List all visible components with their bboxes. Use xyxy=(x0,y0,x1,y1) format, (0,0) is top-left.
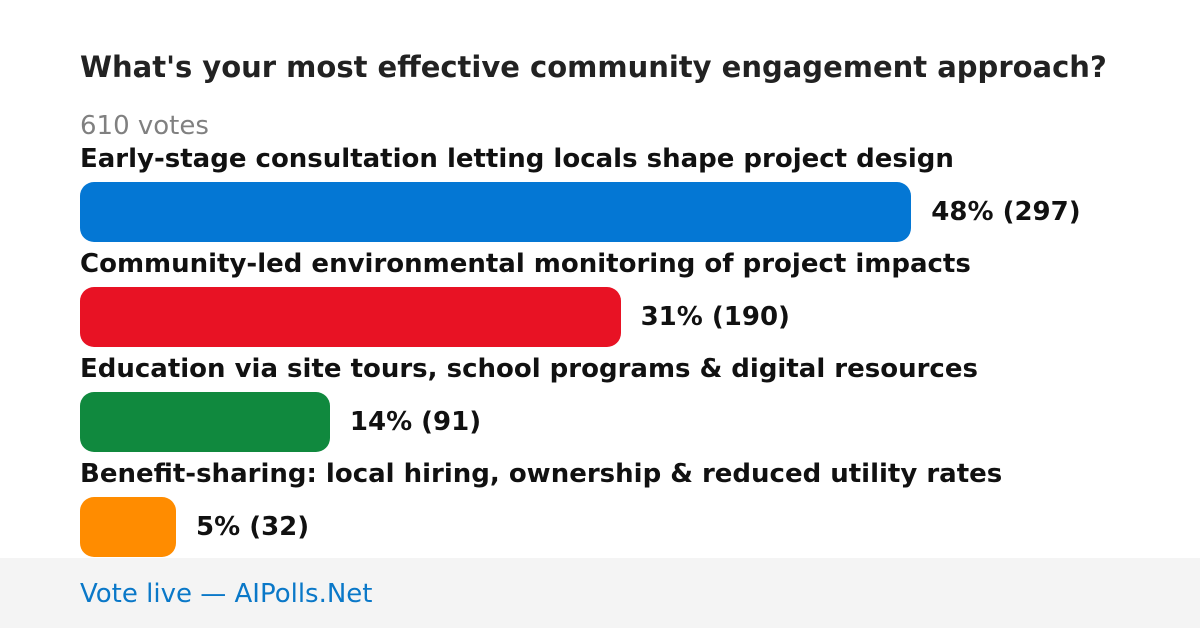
footer-bar: Vote live — AIPolls.Net xyxy=(0,558,1200,628)
option-label: Early-stage consultation letting locals … xyxy=(80,144,954,174)
option-label: Community-led environmental monitoring o… xyxy=(80,249,971,279)
result-bar xyxy=(80,287,621,347)
result-value-label: 31% (190) xyxy=(640,302,790,332)
result-value-label: 5% (32) xyxy=(196,512,310,542)
result-bar xyxy=(80,392,330,452)
vote-count: 610 votes xyxy=(80,111,209,141)
poll-question: What's your most effective community eng… xyxy=(80,50,1107,84)
result-bar xyxy=(80,182,912,242)
poll-option[interactable]: Education via site tours, school program… xyxy=(80,352,1180,457)
option-label: Education via site tours, school program… xyxy=(80,354,978,384)
poll-option[interactable]: Early-stage consultation letting locals … xyxy=(80,142,1180,247)
poll-option[interactable]: Community-led environmental monitoring o… xyxy=(80,247,1180,352)
option-label: Benefit-sharing: local hiring, ownership… xyxy=(80,459,1003,489)
poll-option[interactable]: Benefit-sharing: local hiring, ownership… xyxy=(80,457,1180,562)
result-bar xyxy=(80,497,176,557)
vote-live-link[interactable]: Vote live — AIPolls.Net xyxy=(80,579,373,609)
result-value-label: 14% (91) xyxy=(349,407,482,437)
result-value-label: 48% (297) xyxy=(931,197,1081,227)
